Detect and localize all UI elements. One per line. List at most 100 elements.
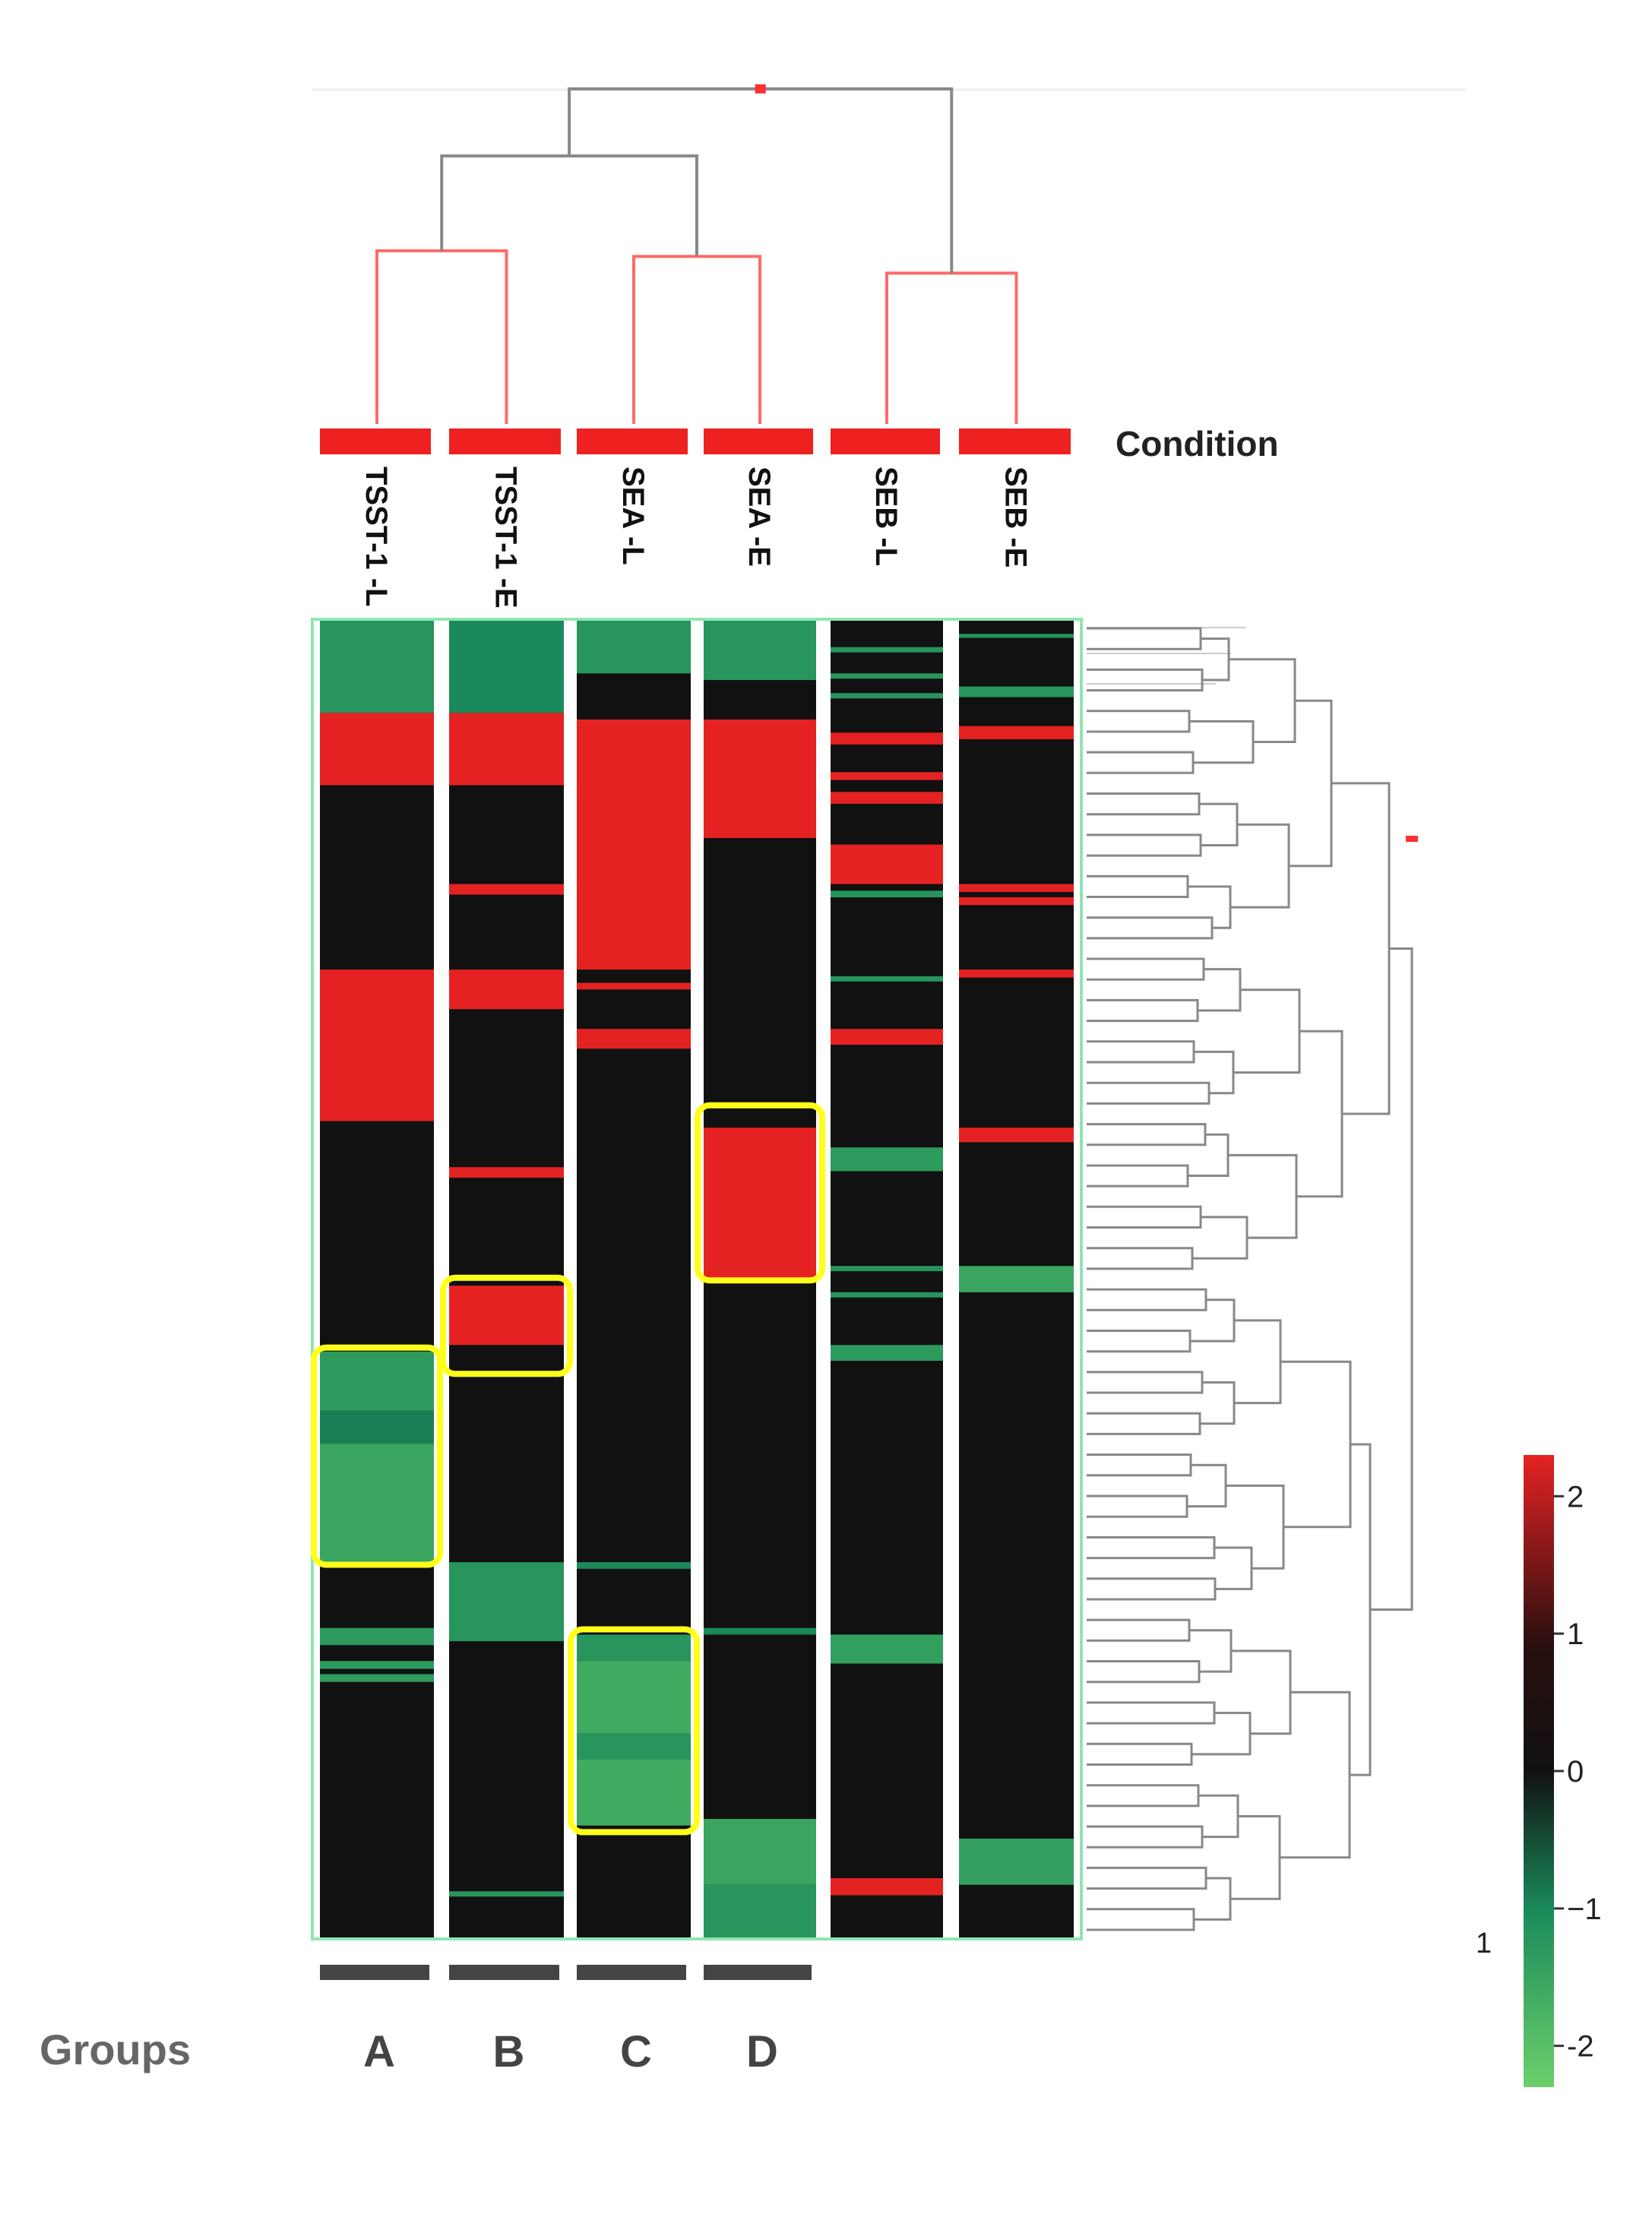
row-dendrogram-link <box>1194 1877 1232 1921</box>
column-dendrogram-link-5 <box>568 87 954 274</box>
heatmap-cell-c3-1 <box>577 621 691 674</box>
row-dendrogram-link <box>1087 957 1205 981</box>
heatmap-cell-c5-6 <box>831 792 943 804</box>
row-dendrogram-link <box>1214 1546 1253 1590</box>
heatmap-cell-c6-4 <box>959 884 1074 892</box>
heatmap-cell-c6-1 <box>959 634 1074 638</box>
row-dendrogram-link <box>1370 947 1413 1611</box>
column-label-6: SEB -E <box>999 467 1033 568</box>
condition-bar-6 <box>959 429 1071 454</box>
colorbar-tick-label: -2 <box>1567 2030 1594 2064</box>
heatmap-cell-c4-5 <box>704 1819 816 1885</box>
row-dendrogram-fan <box>1087 627 1246 685</box>
heatmap-cell-c2-9 <box>449 1891 564 1897</box>
condition-bar-5 <box>831 429 940 454</box>
heatmap-cell-c6-9 <box>959 1839 1074 1885</box>
row-dendrogram-link <box>1087 1784 1200 1808</box>
heatmap-cell-c4-6 <box>704 1884 816 1937</box>
row-dendrogram-link <box>1087 1701 1216 1725</box>
heatmap-cell-c5-14 <box>831 1345 943 1361</box>
heatmap-cell-c1-10 <box>320 1627 434 1646</box>
heatmap-cell-c2-7 <box>449 1286 564 1346</box>
heatmap-cell-c5-11 <box>831 1147 943 1172</box>
group-bar-C <box>577 1965 686 1980</box>
row-dendrogram-link <box>1231 1649 1292 1735</box>
heatmap-cell-c2-6 <box>449 1167 564 1178</box>
row-dendrogram-link <box>1188 885 1232 929</box>
row-dendrogram-link <box>1087 1453 1192 1477</box>
column-labels: TSST-1 -L TSST-1 -E SEA -L SEA -E SEB -L SEB … <box>359 467 1033 609</box>
row-dendrogram-link <box>1087 1371 1204 1394</box>
heatmap-cell-c1-9 <box>320 1562 434 1628</box>
row-dendrogram-link <box>1350 1443 1372 1776</box>
row-dendrogram-link <box>1087 1247 1194 1270</box>
row-dendrogram-link <box>1087 1577 1217 1601</box>
row-dendrogram-link <box>1228 1153 1298 1239</box>
heatmap-cell-c5-16 <box>831 1878 943 1896</box>
colorbar-stray-label: 1 <box>1476 1928 1492 1959</box>
column-label-5: SEB -L <box>869 467 903 566</box>
column-label-1: TSST-1 -L <box>359 467 393 606</box>
row-dendrogram-link <box>1087 998 1199 1023</box>
groups-label: Groups <box>40 2026 191 2073</box>
heatmap-cell-c5-13 <box>831 1292 943 1298</box>
heatmap-cell-c5-1 <box>831 647 943 653</box>
row-dendrogram <box>1087 627 1418 1931</box>
heatmap-cell-c4-1 <box>704 621 816 680</box>
heatmap-cell-c3-2 <box>577 720 691 970</box>
heatmap-cell-c3-8 <box>577 1634 691 1662</box>
colorbar-tick-label: 1 <box>1567 1618 1584 1651</box>
highlight-box-4 <box>695 1102 825 1284</box>
row-dendrogram-link <box>1087 875 1189 898</box>
condition-bar-4 <box>704 429 813 454</box>
heatmap-cell-c5-4 <box>831 732 943 745</box>
column-dendrogram-root-mark <box>755 84 766 93</box>
heatmap-border <box>311 618 1083 1940</box>
group-letter-C: C <box>620 2027 652 2076</box>
heatmap-cell-c5-2 <box>831 673 943 679</box>
row-dendrogram-link <box>1230 823 1290 909</box>
heatmap-cell-c6-5 <box>959 897 1074 906</box>
heatmap-cell-c5-15 <box>831 1634 943 1664</box>
colorbar <box>1524 1455 1554 2087</box>
column-dendrogram-link-4 <box>440 154 698 257</box>
condition-bar-1 <box>320 429 431 454</box>
colorbar-ticks: 2 1 0 −1 -2 <box>1554 1480 1602 2064</box>
heatmap-cell-c2-1 <box>449 621 564 713</box>
heatmap-cell-c5-12 <box>831 1266 943 1272</box>
condition-bar-2 <box>449 429 561 454</box>
row-dendrogram-link <box>1087 1081 1211 1105</box>
row-dendrogram-link <box>1087 1164 1189 1188</box>
highlight-box-3 <box>568 1626 700 1836</box>
row-dendrogram-link <box>1189 1629 1233 1673</box>
heatmap-cell-c3-6 <box>577 1029 691 1049</box>
heatmap-cell-c1-11 <box>320 1661 434 1669</box>
heatmap-cell-c1-2 <box>320 713 434 786</box>
heatmap-cell-c2-2 <box>449 713 564 786</box>
row-dendrogram-link <box>1192 1712 1252 1756</box>
column-dendrogram-link-3 <box>885 271 1018 424</box>
heatmap-cell-c2-3 <box>449 785 564 884</box>
row-dendrogram-link <box>1190 1298 1236 1343</box>
row-dendrogram-link <box>1087 1330 1192 1353</box>
row-dendrogram-link <box>1296 1030 1343 1198</box>
row-dendrogram-link <box>1087 1742 1193 1766</box>
heatmap-cell-c6-2 <box>959 686 1074 697</box>
heatmap-cell-c3-11 <box>577 1760 691 1826</box>
row-dendrogram-link <box>1087 710 1191 733</box>
group-bar-B <box>449 1965 559 1980</box>
row-dendrogram-link <box>1087 751 1195 774</box>
column-dendrogram <box>375 84 1018 424</box>
heatmap-cell-c1-13 <box>320 1681 434 1937</box>
heatmap-cell-c5-10 <box>831 1029 943 1045</box>
heatmap-cell-c6-8 <box>959 1266 1074 1292</box>
heatmap-cell-c4-2 <box>704 720 816 838</box>
row-dendrogram-link <box>1226 1484 1285 1570</box>
highlight-box-2 <box>440 1274 573 1377</box>
condition-bar-3 <box>577 429 688 454</box>
heatmap-cell-c4-3 <box>704 1128 816 1279</box>
row-dendrogram-link <box>1233 988 1301 1074</box>
column-label-3: SEA -L <box>616 467 650 565</box>
heatmap-cell-c3-3 <box>577 969 691 976</box>
